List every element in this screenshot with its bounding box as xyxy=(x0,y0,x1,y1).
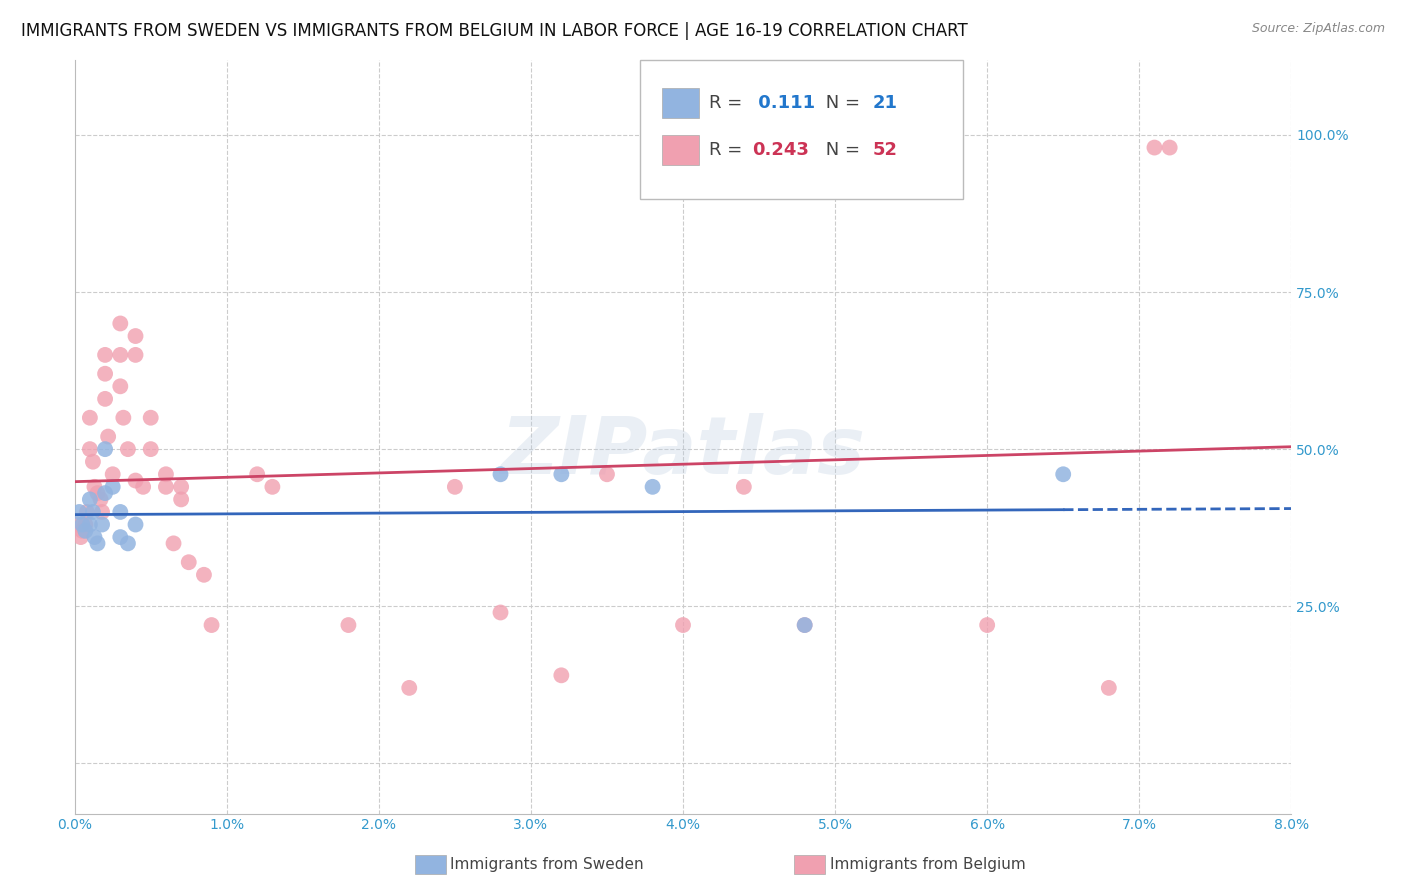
Point xyxy=(550,467,572,482)
Point xyxy=(66,517,89,532)
Point xyxy=(82,455,104,469)
Point xyxy=(200,618,222,632)
Text: R =: R = xyxy=(709,95,748,112)
Point xyxy=(1052,467,1074,482)
Point xyxy=(75,517,97,532)
Point xyxy=(91,517,114,532)
Point xyxy=(94,392,117,406)
Bar xyxy=(662,88,699,119)
Bar xyxy=(662,135,699,165)
Point xyxy=(83,480,105,494)
FancyBboxPatch shape xyxy=(640,60,963,199)
Point xyxy=(94,348,117,362)
Text: Immigrants from Belgium: Immigrants from Belgium xyxy=(830,857,1025,871)
Point xyxy=(900,140,922,154)
Point xyxy=(110,317,132,331)
Point xyxy=(124,329,146,343)
Point xyxy=(86,486,108,500)
Point xyxy=(170,492,193,507)
Point xyxy=(101,480,124,494)
Point xyxy=(1098,681,1121,695)
Point xyxy=(83,530,105,544)
Point xyxy=(86,536,108,550)
Point xyxy=(1143,140,1166,154)
Point xyxy=(139,442,162,457)
Text: 52: 52 xyxy=(873,141,898,159)
Point xyxy=(132,480,155,494)
Point xyxy=(672,618,695,632)
Point xyxy=(112,410,135,425)
Text: R =: R = xyxy=(709,141,748,159)
Point xyxy=(79,442,101,457)
Text: IMMIGRANTS FROM SWEDEN VS IMMIGRANTS FROM BELGIUM IN LABOR FORCE | AGE 16-19 COR: IMMIGRANTS FROM SWEDEN VS IMMIGRANTS FRO… xyxy=(21,22,967,40)
Point xyxy=(124,474,146,488)
Point xyxy=(94,367,117,381)
Point xyxy=(733,480,755,494)
Text: Source: ZipAtlas.com: Source: ZipAtlas.com xyxy=(1251,22,1385,36)
Point xyxy=(72,524,94,538)
Point xyxy=(79,492,101,507)
Text: N =: N = xyxy=(821,95,866,112)
Point xyxy=(97,429,120,443)
Point xyxy=(90,492,112,507)
Point xyxy=(94,442,117,457)
Point xyxy=(793,618,815,632)
Point xyxy=(246,467,269,482)
Point xyxy=(69,530,91,544)
Point xyxy=(110,379,132,393)
Point xyxy=(117,536,139,550)
Point xyxy=(596,467,619,482)
Point xyxy=(444,480,467,494)
Point xyxy=(72,517,94,532)
Point xyxy=(67,505,90,519)
Point xyxy=(124,517,146,532)
Point xyxy=(91,505,114,519)
Point xyxy=(124,348,146,362)
Text: N =: N = xyxy=(821,141,866,159)
Text: 0.243: 0.243 xyxy=(752,141,810,159)
Text: ZIPatlas: ZIPatlas xyxy=(501,413,866,491)
Point xyxy=(489,606,512,620)
Point xyxy=(262,480,284,494)
Point xyxy=(337,618,360,632)
Point xyxy=(976,618,998,632)
Point xyxy=(75,524,97,538)
Point xyxy=(76,505,98,519)
Point xyxy=(162,536,184,550)
Point xyxy=(82,505,104,519)
Text: 21: 21 xyxy=(873,95,898,112)
Point xyxy=(155,467,177,482)
Point xyxy=(550,668,572,682)
Point xyxy=(177,555,200,569)
Point xyxy=(398,681,420,695)
Point xyxy=(793,618,815,632)
Text: 0.111: 0.111 xyxy=(752,95,815,112)
Point xyxy=(117,442,139,457)
Point xyxy=(489,467,512,482)
Point xyxy=(139,410,162,425)
Point xyxy=(79,410,101,425)
Point xyxy=(193,567,215,582)
Point xyxy=(101,467,124,482)
Point xyxy=(110,505,132,519)
Point xyxy=(79,517,101,532)
Point xyxy=(94,486,117,500)
Point xyxy=(1159,140,1181,154)
Point xyxy=(155,480,177,494)
Text: Immigrants from Sweden: Immigrants from Sweden xyxy=(450,857,644,871)
Point xyxy=(170,480,193,494)
Point xyxy=(110,530,132,544)
Point xyxy=(641,480,664,494)
Point xyxy=(110,348,132,362)
